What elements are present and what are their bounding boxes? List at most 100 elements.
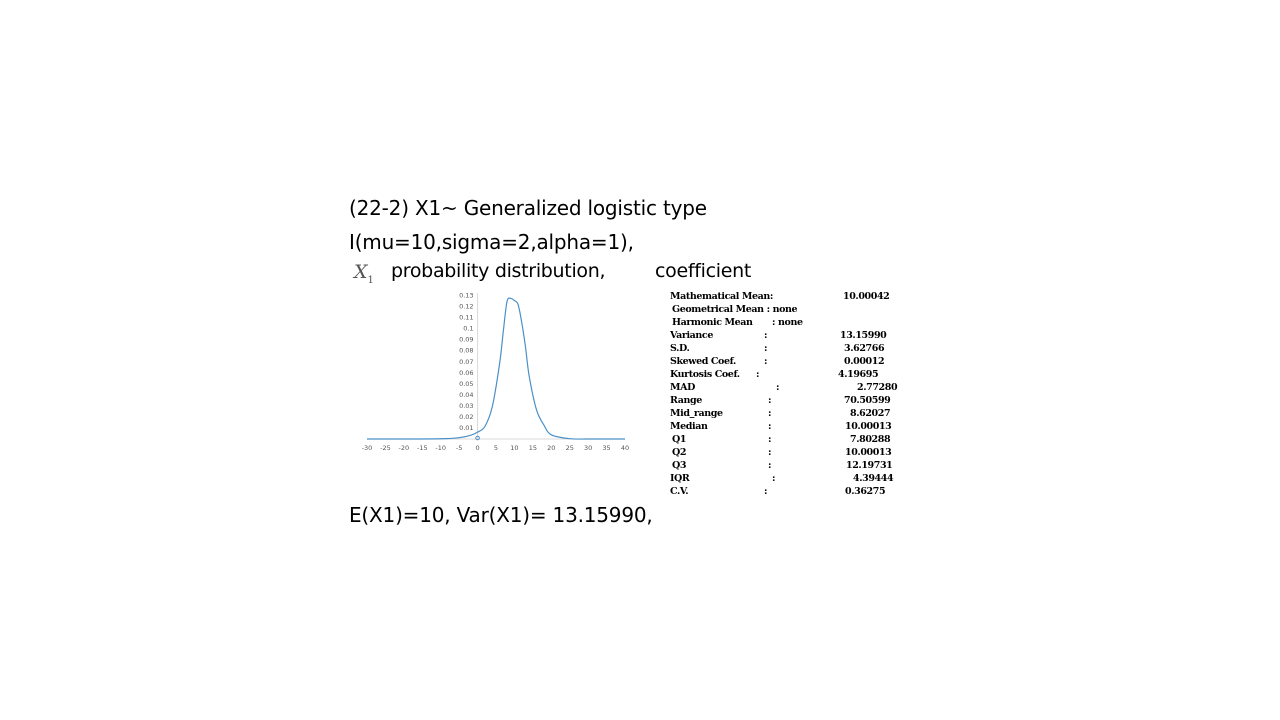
y-tick-label: 0.06	[459, 369, 473, 377]
stat-label: Q2	[672, 447, 687, 458]
stat-value: 12.19731	[846, 460, 893, 471]
stat-label: Harmonic Mean	[672, 317, 753, 328]
stat-label: Range	[670, 395, 702, 406]
y-axis-ticks: 0.01 0.02 0.03 0.04 0.05 0.06 0.07 0.08 0.09 0.1 0…	[459, 291, 473, 432]
x-tick-label: -20	[399, 444, 410, 452]
x-tick-label: 0	[476, 444, 480, 452]
variable-symbol: X1	[354, 261, 374, 286]
stat-label: Geometrical Mean : none	[672, 304, 798, 315]
stat-separator: : none	[772, 317, 803, 328]
probability-distribution-label: probability distribution,	[391, 260, 606, 282]
y-tick-label: 0.04	[459, 391, 473, 399]
x-tick-label: -5	[456, 444, 462, 452]
x-tick-label: 40	[621, 444, 629, 452]
x-tick-label: 5	[494, 444, 498, 452]
stat-separator: :	[768, 447, 772, 458]
stat-label: MAD	[670, 382, 695, 393]
stat-value: 4.19695	[838, 369, 879, 380]
stat-separator: :	[764, 330, 768, 341]
stat-value: 0.36275	[845, 486, 886, 497]
stat-separator: :	[768, 408, 772, 419]
x-axis-ticks: -30 -25 -20 -15 -10 -5 0 5 10 15 20 25 30 35 40	[362, 444, 629, 452]
stat-separator: :	[768, 460, 772, 471]
density-curve	[366, 297, 626, 440]
stat-row: MAD: 2.77280	[670, 381, 910, 394]
stat-separator: :	[764, 343, 768, 354]
stat-row: S.D.: 3.62766	[670, 342, 910, 355]
stat-label: IQR	[670, 473, 690, 484]
title-line-2: I(mu=10,sigma=2,alpha=1),	[349, 230, 634, 254]
stat-value: 0.00012	[844, 356, 885, 367]
stat-label: Skewed Coef.	[670, 356, 736, 367]
y-tick-label: 0.03	[459, 402, 473, 410]
stat-separator: :	[768, 434, 772, 445]
origin-marker	[475, 435, 480, 441]
coefficient-label: coefficient	[655, 260, 752, 282]
stat-separator: :	[768, 421, 772, 432]
stat-row: Kurtosis Coef.: 4.19695	[670, 368, 910, 381]
stat-separator: :	[764, 486, 768, 497]
y-tick-label: 0.08	[459, 347, 473, 355]
stat-value: 10.00013	[845, 421, 892, 432]
x-tick-label: -25	[380, 444, 391, 452]
series-group	[366, 297, 626, 441]
stat-separator: :	[764, 356, 768, 367]
stat-row: Variance: 13.15990	[670, 329, 910, 342]
variable-subscript: 1	[367, 274, 374, 286]
x-tick-label: 20	[547, 444, 555, 452]
stat-label: S.D.	[670, 343, 690, 354]
x-tick-label: -15	[417, 444, 428, 452]
x-tick-label: 30	[584, 444, 592, 452]
stat-row: Geometrical Mean : none	[670, 303, 910, 316]
stat-separator: :	[772, 473, 776, 484]
x-tick-label: 35	[602, 444, 610, 452]
stat-value: 10.00013	[845, 447, 892, 458]
stat-value: 3.62766	[844, 343, 885, 354]
x-tick-label: -10	[435, 444, 446, 452]
stat-value: 13.15990	[840, 330, 887, 341]
x-tick-label: 15	[529, 444, 537, 452]
stat-row: Q2: 10.00013	[670, 446, 910, 459]
stat-row: Q1: 7.80288	[670, 433, 910, 446]
stat-row: Skewed Coef.: 0.00012	[670, 355, 910, 368]
stat-separator: :	[768, 395, 772, 406]
stat-label: Variance	[670, 330, 713, 341]
stat-value: 10.00042	[843, 291, 890, 302]
stat-row: Q3: 12.19731	[670, 459, 910, 472]
y-tick-label: 0.07	[459, 358, 473, 366]
y-tick-label: 0.13	[459, 291, 473, 299]
x-tick-label: 10	[510, 444, 518, 452]
stat-label: Mathematical Mean:	[670, 291, 774, 302]
stat-row: Harmonic Mean : none	[670, 316, 910, 329]
stat-separator: :	[756, 369, 760, 380]
stat-label: Median	[670, 421, 708, 432]
y-tick-label: 0.05	[459, 380, 473, 388]
stat-label: C.V.	[670, 486, 689, 497]
y-tick-label: 0.12	[459, 302, 473, 310]
stat-label: Kurtosis Coef.	[670, 369, 740, 380]
statistics-table: Mathematical Mean: 10.00042 Geometrical Me…	[670, 290, 910, 498]
stat-label: Q1	[672, 434, 687, 445]
stat-row: Range: 70.50599	[670, 394, 910, 407]
y-tick-label: 0.01	[459, 424, 473, 432]
stat-label: Mid_range	[670, 408, 723, 419]
stat-row: Median: 10.00013	[670, 420, 910, 433]
stat-value: 4.39444	[853, 473, 894, 484]
stat-separator: :	[776, 382, 780, 393]
x-tick-label: 25	[566, 444, 574, 452]
stat-value: 2.77280	[857, 382, 898, 393]
y-tick-label: 0.1	[463, 325, 473, 333]
footer-expectation-variance: E(X1)=10, Var(X1)= 13.15990,	[349, 503, 653, 527]
probability-density-chart: 0.01 0.02 0.03 0.04 0.05 0.06 0.07 0.08 0.09 0.1 0…	[362, 291, 629, 452]
stat-value: 8.62027	[850, 408, 891, 419]
stat-row: C.V.: 0.36275	[670, 485, 910, 498]
y-tick-label: 0.09	[459, 336, 473, 344]
stat-row: IQR: 4.39444	[670, 472, 910, 485]
variable-letter: X	[354, 261, 368, 283]
y-tick-label: 0.02	[459, 413, 473, 421]
stat-value: 70.50599	[844, 395, 891, 406]
stat-label: Q3	[672, 460, 687, 471]
stat-row: Mathematical Mean: 10.00042	[670, 290, 910, 303]
x-tick-label: -30	[362, 444, 373, 452]
title-line-1: (22-2) X1~ Generalized logistic type	[349, 196, 707, 220]
